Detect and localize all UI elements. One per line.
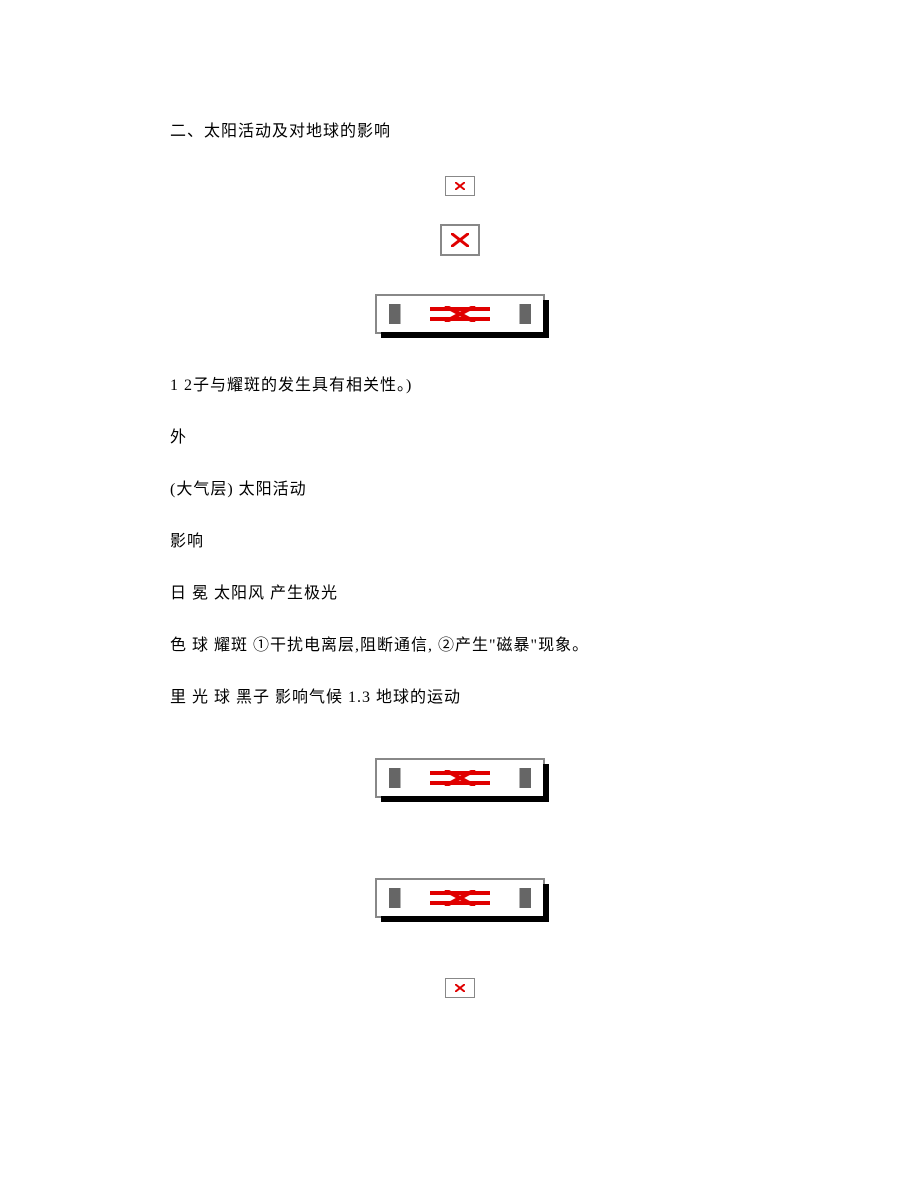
broken-image-inner — [389, 304, 531, 324]
spacer — [170, 738, 750, 758]
broken-image-icon — [430, 770, 490, 786]
spacer — [170, 958, 750, 978]
broken-image-icon — [451, 233, 469, 247]
broken-image-icon — [455, 984, 465, 992]
broken-image-placeholder-4 — [375, 758, 545, 798]
section-heading: 二、太阳活动及对地球的影响 — [170, 120, 750, 144]
paragraph-1: 1 2子与耀斑的发生具有相关性。) — [170, 374, 750, 398]
broken-image-placeholder-6 — [445, 978, 475, 998]
broken-image-icon — [430, 890, 490, 906]
broken-image-placeholder-5 — [375, 878, 545, 918]
paragraph-3: (大气层) 太阳活动 — [170, 478, 750, 502]
paragraph-4: 影响 — [170, 530, 750, 554]
broken-image-placeholder-1 — [445, 176, 475, 196]
broken-image-inner — [389, 768, 531, 788]
paragraph-2: 外 — [170, 426, 750, 450]
paragraph-5: 日 冕 太阳风 产生极光 — [170, 582, 750, 606]
broken-image-inner — [389, 888, 531, 908]
broken-image-placeholder-2 — [440, 224, 480, 256]
broken-image-icon — [455, 182, 465, 190]
paragraph-7: 里 光 球 黑子 影响气候 1.3 地球的运动 — [170, 686, 750, 710]
spacer — [170, 838, 750, 878]
broken-image-placeholder-3 — [375, 294, 545, 334]
broken-image-icon — [430, 306, 490, 322]
paragraph-6: 色 球 耀斑 ①干扰电离层,阻断通信, ②产生"磁暴"现象。 — [170, 634, 750, 658]
